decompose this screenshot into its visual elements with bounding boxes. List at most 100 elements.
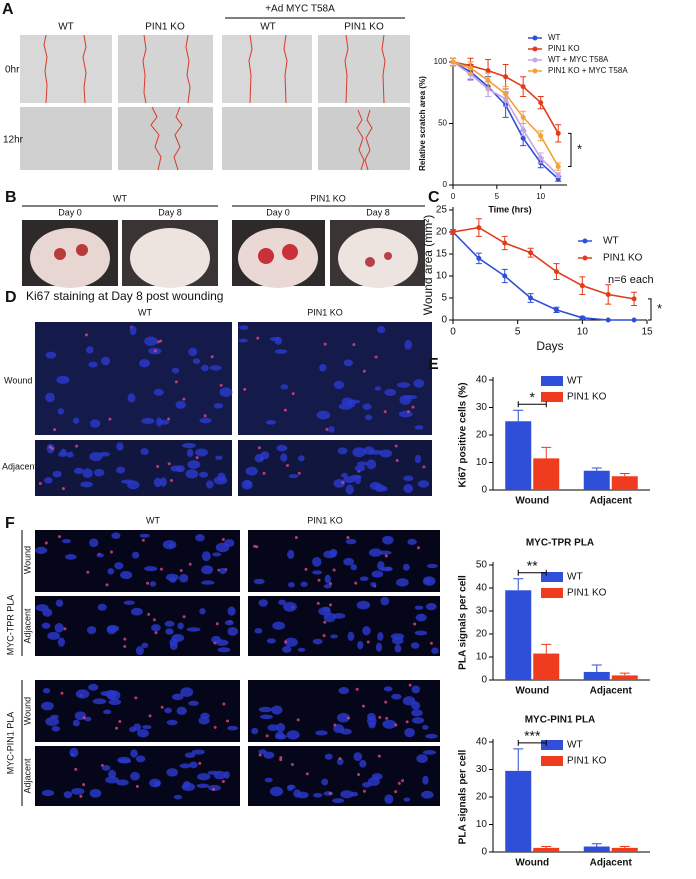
- nucleus: [41, 789, 55, 797]
- nucleus: [179, 763, 191, 769]
- nucleus: [118, 719, 122, 723]
- nucleus: [192, 358, 201, 365]
- nucleus: [152, 618, 156, 622]
- nucleus: [348, 401, 356, 408]
- nucleus: [336, 758, 344, 766]
- nucleus: [382, 535, 394, 545]
- nucleus: [374, 386, 382, 391]
- nucleus: [286, 730, 300, 740]
- nucleus: [297, 471, 301, 475]
- nucleus: [123, 637, 127, 641]
- nucleus: [282, 645, 292, 653]
- nucleus: [362, 369, 366, 373]
- point: [450, 229, 456, 235]
- x-tick-label: 10: [536, 192, 545, 201]
- legend-swatch: [541, 376, 563, 386]
- nucleus: [63, 627, 67, 631]
- nucleus: [381, 486, 388, 492]
- point: [538, 133, 544, 139]
- column-header: PIN1 KO: [307, 515, 343, 525]
- nucleus: [290, 763, 294, 767]
- nucleus: [422, 750, 437, 755]
- point: [520, 84, 526, 90]
- y-tick-label: 15: [436, 249, 448, 260]
- nucleus: [276, 444, 288, 452]
- nucleus: [355, 687, 359, 691]
- edge: [356, 109, 365, 171]
- nucleus: [181, 782, 196, 792]
- nucleus: [266, 638, 276, 644]
- nucleus: [323, 612, 336, 623]
- nucleus: [313, 792, 323, 798]
- nucleus: [288, 582, 295, 588]
- nucleus: [244, 480, 252, 487]
- nucleus: [215, 622, 219, 626]
- nucleus: [417, 480, 430, 488]
- nucleus: [322, 606, 331, 613]
- y-tick-label: 40: [476, 375, 488, 386]
- nucleus: [115, 726, 119, 730]
- nucleus: [213, 770, 227, 780]
- nucleus: [352, 343, 356, 347]
- nucleus: [287, 784, 296, 790]
- legend-label: WT: [567, 740, 583, 751]
- nucleus: [221, 537, 225, 541]
- nucleus: [52, 470, 62, 478]
- nucleus: [317, 578, 321, 582]
- nucleus: [50, 447, 54, 451]
- nucleus: [414, 425, 424, 430]
- significance: *: [577, 141, 582, 156]
- nucleus: [159, 339, 163, 343]
- x-axis-label: Time (hrs): [488, 204, 531, 214]
- nucleus: [330, 634, 338, 639]
- point: [538, 155, 544, 161]
- nucleus: [63, 791, 73, 799]
- nucleus: [319, 363, 327, 372]
- y-tick-label: 10: [436, 271, 448, 282]
- nucleus: [199, 417, 212, 424]
- nucleus: [165, 628, 174, 635]
- nucleus: [89, 452, 103, 462]
- nucleus: [377, 754, 381, 758]
- nucleus: [195, 448, 208, 457]
- nucleus: [346, 716, 350, 720]
- nucleus: [403, 483, 414, 493]
- nucleus: [219, 567, 227, 575]
- error-bar: [513, 409, 524, 422]
- nucleus: [264, 777, 273, 783]
- x-tick-label: Adjacent: [590, 496, 633, 507]
- significance: **: [527, 558, 538, 574]
- nucleus: [379, 449, 393, 458]
- legend-label: PIN1 KO: [567, 392, 607, 403]
- nucleus: [359, 576, 369, 582]
- point: [450, 59, 456, 65]
- column-header: PIN1 KO: [307, 307, 343, 317]
- nucleus: [383, 686, 393, 692]
- nucleus: [84, 333, 88, 337]
- nucleus: [279, 756, 283, 760]
- y-tick-label: 0: [481, 675, 487, 686]
- nucleus: [175, 465, 185, 473]
- y-axis-label: Wound area (mm²): [421, 215, 435, 315]
- nucleus: [341, 481, 345, 485]
- nucleus: [362, 626, 371, 636]
- nucleus: [368, 721, 376, 729]
- nucleus: [323, 550, 337, 559]
- nucleus: [201, 565, 214, 575]
- mouse-back: [238, 228, 318, 288]
- nucleus: [186, 448, 194, 458]
- nucleus: [56, 375, 70, 384]
- micro-image: [238, 322, 432, 435]
- point: [520, 135, 526, 141]
- nucleus: [226, 719, 230, 723]
- nucleus: [75, 689, 90, 699]
- nucleus: [378, 715, 382, 719]
- nucleus: [407, 538, 417, 545]
- nucleus: [296, 718, 300, 722]
- nucleus: [401, 779, 405, 783]
- point: [605, 291, 611, 297]
- nucleus: [343, 359, 353, 367]
- nucleus: [414, 630, 428, 636]
- y-tick-label: 10: [476, 652, 488, 663]
- error-bar: [513, 748, 524, 771]
